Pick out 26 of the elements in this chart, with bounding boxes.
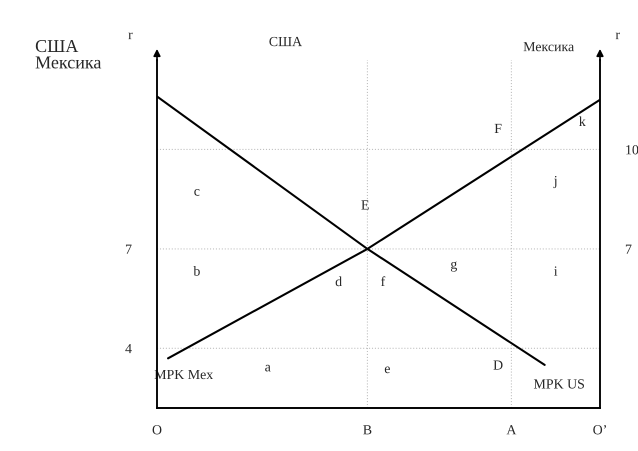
y2-tick-label: 10 [626, 145, 638, 154]
text: Мексика [524, 42, 574, 52]
x-tick-label: O [152, 425, 162, 434]
annotation: d [336, 276, 342, 286]
text: США Мексика [36, 40, 102, 68]
annotation: D [493, 360, 503, 370]
annotation: k [579, 116, 586, 126]
annotation: a [265, 364, 271, 372]
y-tick-label: 4 [125, 344, 132, 354]
y2-tick-label: 7 [626, 244, 632, 254]
annotation: g [450, 261, 458, 272]
annotation: i [554, 266, 558, 276]
annotation: e [384, 366, 390, 374]
annotation: E [361, 200, 369, 210]
annotation: c [194, 189, 200, 196]
annotation: f [381, 276, 386, 286]
y2-axis-title: r [616, 32, 620, 40]
x-tick-label: B [363, 425, 372, 434]
y-axis-title: r [128, 32, 133, 40]
x-tick-label: O’ [593, 425, 606, 434]
annotation: F [494, 124, 502, 133]
chart-title: США [269, 36, 302, 46]
x-tick-label: A [506, 425, 516, 434]
series-label: MPK US [534, 379, 584, 389]
annotation: b [193, 266, 200, 276]
annotation: j [553, 176, 556, 188]
